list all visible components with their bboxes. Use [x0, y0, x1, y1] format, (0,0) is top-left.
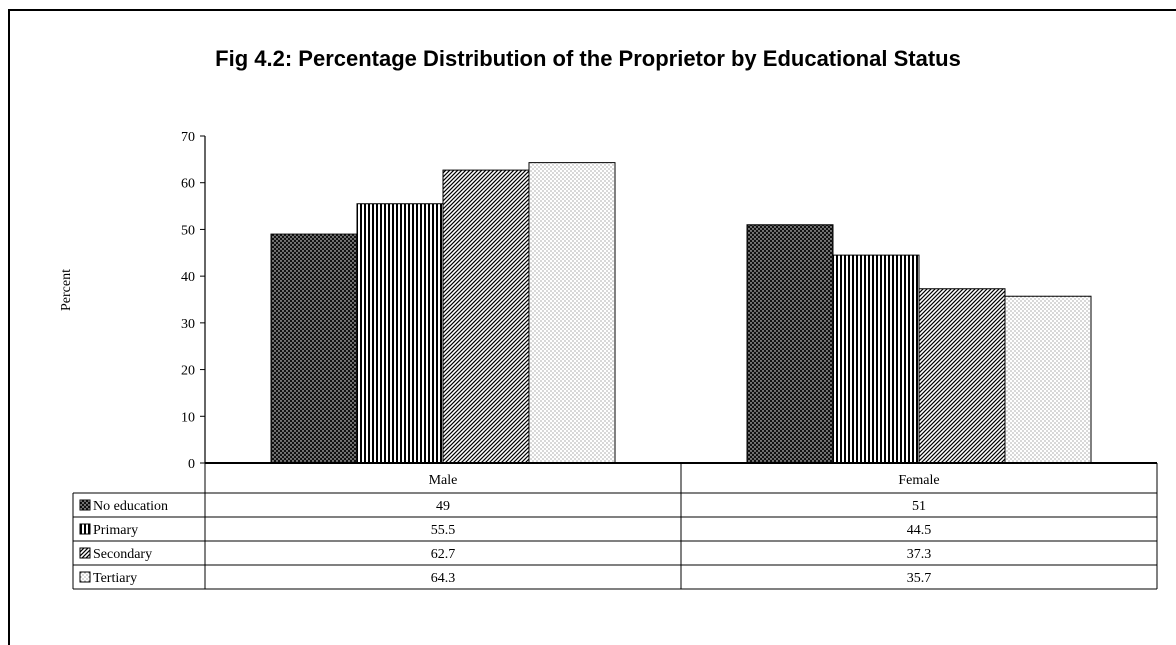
y-tick-label: 0: [188, 457, 195, 472]
data-label: 37.3: [907, 547, 932, 562]
legend-entry: No education: [93, 499, 168, 514]
data-table: Male Female No education 49 51 Primary 55.5 44.…: [72, 463, 1158, 590]
bar-tertiary-female: [1004, 295, 1092, 464]
y-axis-title: Percent: [59, 269, 74, 311]
y-tick-label: 20: [181, 364, 195, 379]
bar-tertiary-male: [528, 162, 616, 464]
data-label: 62.7: [431, 547, 456, 562]
data-label: 49: [436, 499, 450, 514]
bar-primary-female: [832, 254, 920, 464]
data-label: 44.5: [907, 523, 932, 538]
bars: [205, 162, 1157, 464]
legend-entry: Primary: [93, 523, 138, 538]
y-tick-label: 30: [181, 317, 195, 332]
x-tick-label: Male: [429, 473, 458, 488]
y-tick-label: 10: [181, 410, 195, 425]
data-label: 64.3: [431, 571, 456, 586]
chart-frame: [8, 9, 1176, 645]
legend-swatch: [79, 499, 91, 511]
x-tick-label: Female: [898, 473, 939, 488]
legend-entry: Secondary: [93, 547, 152, 562]
data-label: 55.5: [431, 523, 456, 538]
bar-no-education-female: [746, 224, 834, 464]
legend-swatch: [79, 523, 91, 535]
bar-secondary-male: [442, 169, 530, 464]
y-axis: 0 10 20 30 40 50 60 70: [181, 130, 206, 472]
data-label: 51: [912, 499, 926, 514]
bar-no-education-male: [270, 233, 358, 464]
chart-title: Fig 4.2: Percentage Distribution of the …: [215, 46, 961, 71]
y-tick-label: 50: [181, 223, 195, 238]
bar-secondary-female: [918, 288, 1006, 464]
y-tick-label: 60: [181, 177, 195, 192]
data-label: 35.7: [907, 571, 932, 586]
legend-swatch: [79, 547, 91, 559]
legend-entry: Tertiary: [93, 571, 137, 586]
y-tick-label: 70: [181, 130, 195, 145]
y-tick-label: 40: [181, 270, 195, 285]
legend-swatch: [79, 571, 91, 583]
bar-primary-male: [356, 203, 444, 464]
